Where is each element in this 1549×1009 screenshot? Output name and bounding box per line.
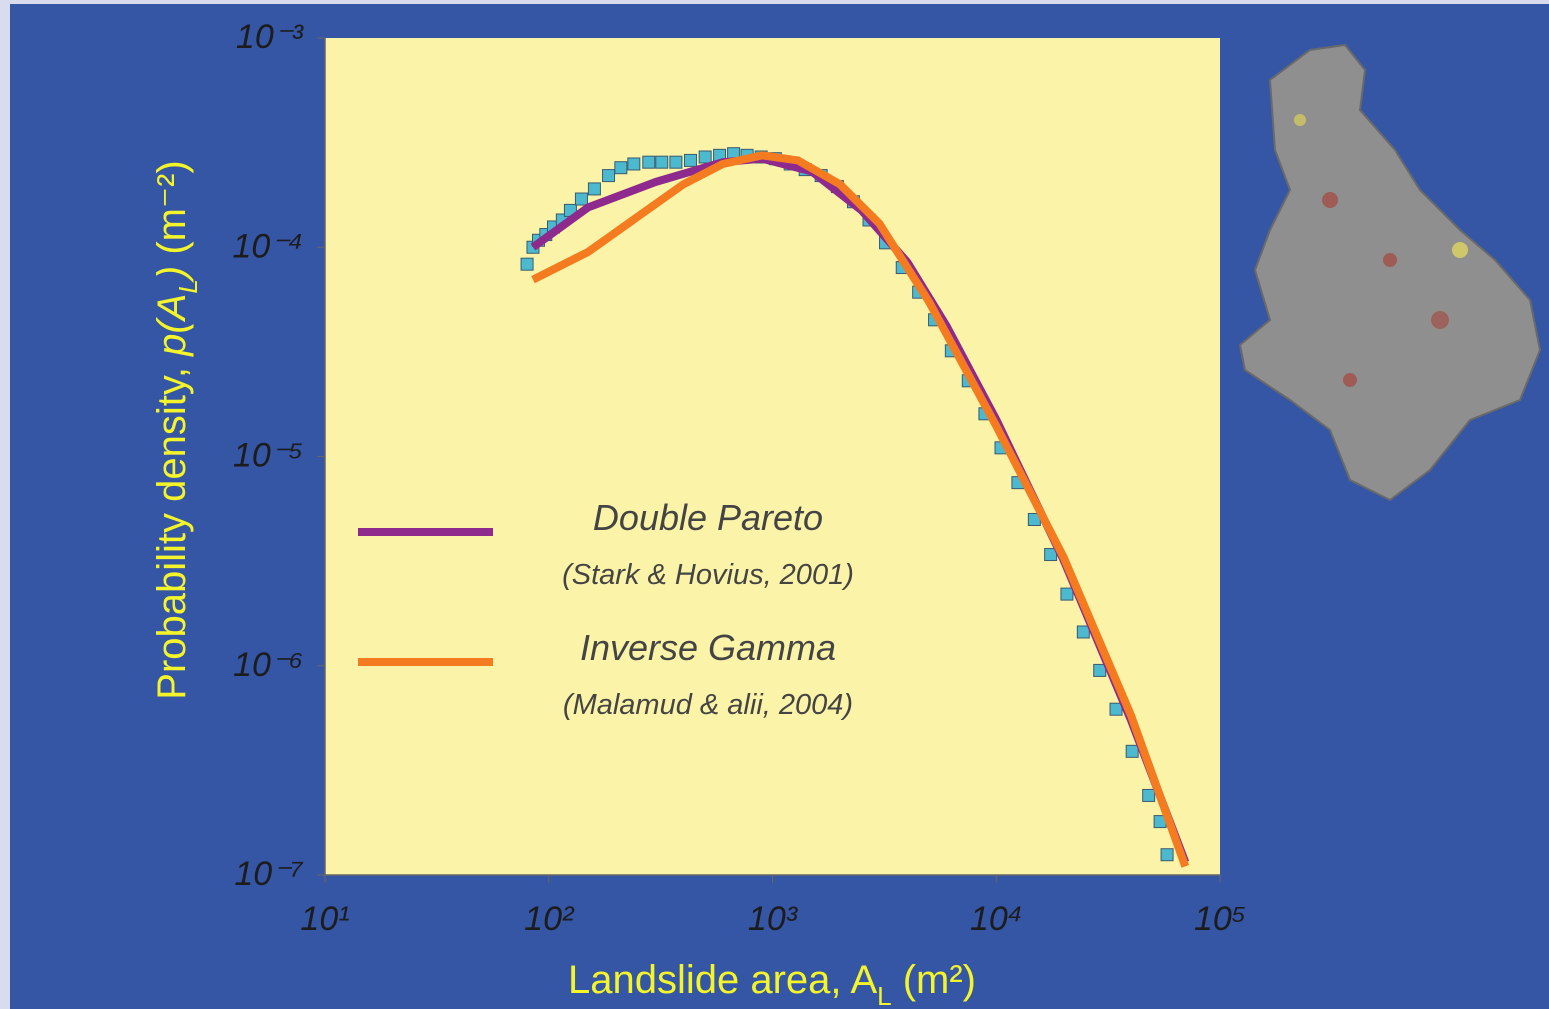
data-point — [1110, 703, 1122, 715]
data-point — [643, 156, 655, 168]
data-point — [1143, 789, 1155, 801]
legend-citation: (Malamud & alii, 2004) — [563, 689, 853, 721]
data-point — [656, 156, 668, 168]
y-tick-label: 10⁻⁴ — [233, 227, 304, 265]
data-point — [603, 170, 615, 182]
data-point — [684, 154, 696, 166]
data-point — [1077, 626, 1089, 638]
x-tick-label: 10⁴ — [970, 900, 1023, 938]
data-point — [575, 193, 587, 205]
legend-label: Inverse Gamma — [580, 627, 836, 668]
y-tick-label: 10⁻⁵ — [233, 437, 303, 475]
y-axis-title-symbol: p(A — [150, 294, 194, 357]
y-axis-title-text: Probability density, — [150, 356, 194, 700]
data-point — [1094, 664, 1106, 676]
x-axis-title-unit: (m²) — [892, 958, 976, 1002]
legend-citation: (Stark & Hovius, 2001) — [562, 559, 854, 591]
legend-label: Double Pareto — [593, 497, 823, 538]
data-point — [521, 258, 533, 270]
x-tick-label: 10² — [524, 900, 575, 938]
y-axis-title-unit: (m⁻²) — [150, 160, 194, 266]
data-point — [699, 151, 711, 163]
page: Landslide area, AL (m²) Probability dens… — [0, 0, 1549, 1009]
x-axis-title-text: Landslide area, A — [568, 958, 877, 1002]
data-point — [588, 183, 600, 195]
x-axis-title-subscript: L — [877, 981, 891, 1009]
x-tick-label: 10³ — [748, 900, 799, 938]
y-tick-label: 10⁻⁶ — [233, 646, 303, 684]
data-point — [628, 158, 640, 170]
data-point — [1126, 745, 1138, 757]
data-point — [615, 162, 627, 174]
x-tick-label: 10⁵ — [1194, 900, 1246, 938]
slide-edge — [0, 0, 10, 1009]
x-axis-title: Landslide area, AL (m²) — [568, 958, 976, 1009]
data-point — [1161, 849, 1173, 861]
chart: Landslide area, AL (m²) Probability dens… — [0, 0, 1549, 1009]
x-tick-label: 10¹ — [300, 900, 349, 938]
y-tick-label: 10⁻⁷ — [234, 855, 304, 893]
slide-edge — [0, 0, 1549, 4]
y-axis-title-subscript: L — [173, 279, 203, 293]
data-point — [670, 156, 682, 168]
data-point — [1061, 588, 1073, 600]
y-tick-label: 10⁻³ — [236, 18, 305, 56]
